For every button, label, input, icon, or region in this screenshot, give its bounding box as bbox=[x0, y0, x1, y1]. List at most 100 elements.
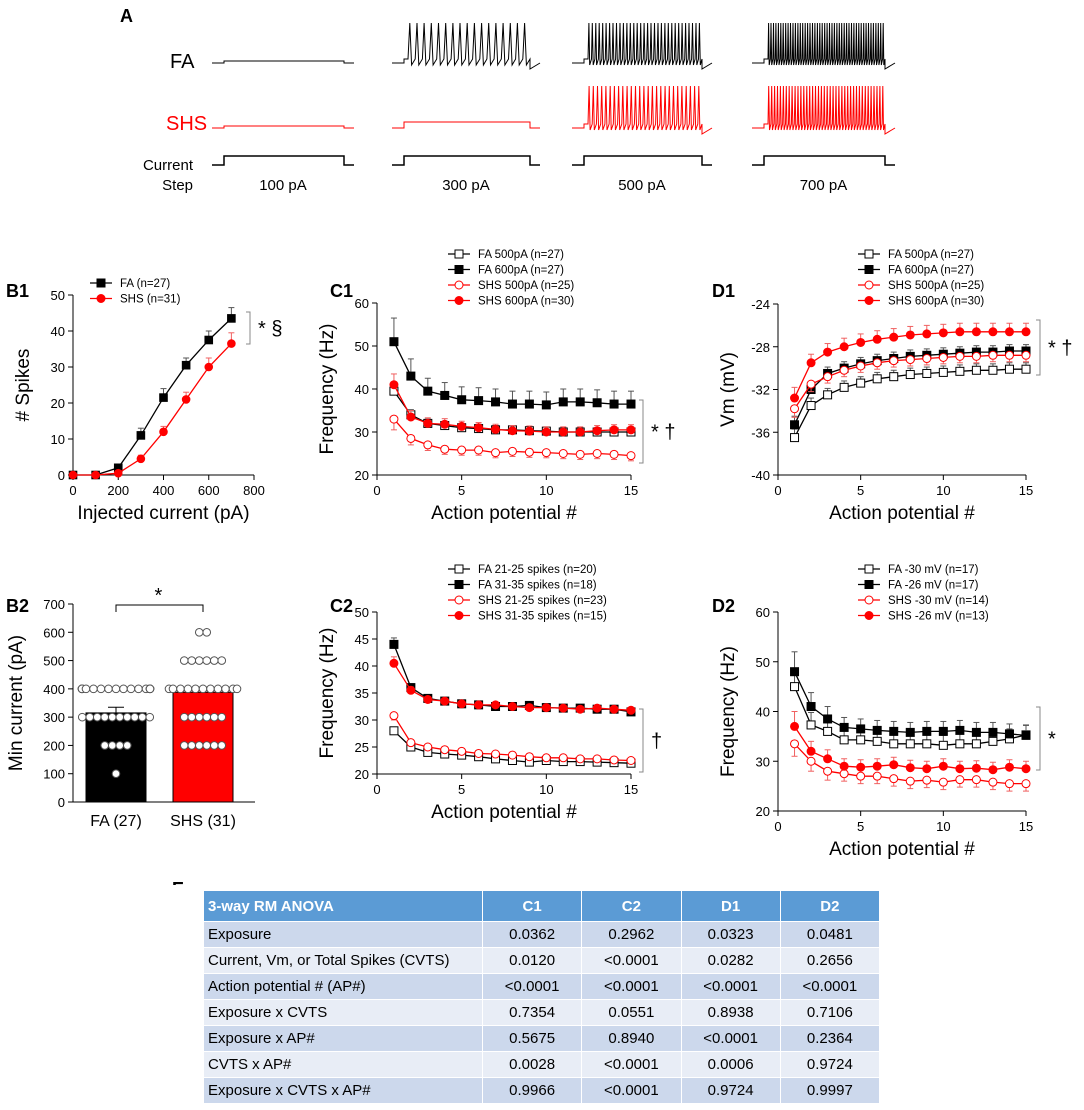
data-point bbox=[232, 684, 242, 694]
panel-label-D2: D2 bbox=[712, 596, 735, 616]
data-point bbox=[389, 711, 399, 721]
data-point bbox=[988, 777, 998, 787]
table-cell: 0.0282 bbox=[680, 947, 781, 974]
data-point bbox=[474, 396, 484, 406]
data-point bbox=[823, 754, 833, 764]
x-category-label: SHS (31) bbox=[170, 813, 236, 830]
data-point bbox=[389, 380, 399, 390]
significance-label: * § bbox=[258, 318, 282, 340]
table-row: CVTS x AP# 0.0028 <0.0001 0.0006 0.9724 bbox=[203, 1051, 881, 1078]
data-point bbox=[790, 404, 800, 414]
data-point bbox=[864, 249, 874, 259]
panel-label-B1: B1 bbox=[6, 281, 29, 301]
y-tick-label: -32 bbox=[751, 383, 770, 398]
legend: FA 21-25 spikes (n=20) FA 31-35 spikes (n… bbox=[448, 564, 607, 623]
data-point bbox=[113, 468, 123, 478]
data-point bbox=[217, 712, 227, 722]
data-point bbox=[872, 334, 882, 344]
data-point bbox=[217, 741, 227, 750]
data-point bbox=[823, 347, 833, 357]
data-point bbox=[217, 656, 227, 665]
data-point bbox=[406, 738, 416, 748]
panel-label-D1: D1 bbox=[712, 281, 735, 301]
data-point bbox=[856, 724, 866, 734]
data-point bbox=[454, 296, 464, 305]
x-tick-label: 0 bbox=[373, 483, 380, 498]
current-step-label: Current bbox=[143, 157, 194, 174]
y-tick-label: 300 bbox=[43, 710, 65, 725]
data-point bbox=[889, 372, 899, 382]
data-point bbox=[938, 352, 948, 362]
data-point bbox=[592, 703, 602, 713]
data-point bbox=[1004, 350, 1014, 360]
data-point bbox=[889, 356, 899, 366]
data-point bbox=[1021, 764, 1031, 774]
data-point bbox=[92, 712, 102, 722]
y-tick-label: 20 bbox=[355, 468, 369, 483]
y-axis-label: Frequency (Hz) bbox=[317, 324, 338, 455]
data-point bbox=[491, 749, 501, 759]
y-tick-label: 45 bbox=[355, 632, 369, 647]
data-point bbox=[198, 684, 208, 694]
data-point bbox=[423, 742, 433, 752]
legend-entry: FA 21-25 spikes (n=20) bbox=[478, 564, 597, 576]
data-point bbox=[905, 763, 915, 773]
data-point bbox=[872, 358, 882, 368]
data-point bbox=[806, 358, 816, 368]
data-point bbox=[823, 766, 833, 776]
data-point bbox=[213, 684, 223, 694]
data-point bbox=[626, 756, 636, 765]
data-point bbox=[191, 684, 200, 694]
legend-entry: FA -26 mV (n=17) bbox=[888, 580, 979, 592]
table-cell: <0.0001 bbox=[581, 1051, 682, 1078]
data-point bbox=[905, 370, 915, 380]
data-point bbox=[507, 446, 517, 456]
series-2 bbox=[790, 739, 1031, 792]
data-point bbox=[100, 712, 110, 722]
legend-entry: FA 600pA (n=27) bbox=[888, 265, 974, 277]
data-point bbox=[971, 763, 981, 773]
y-tick-label: 30 bbox=[355, 425, 369, 440]
data-point bbox=[872, 761, 882, 771]
data-point bbox=[626, 705, 636, 715]
data-point bbox=[971, 775, 981, 785]
significance-bracket bbox=[1036, 706, 1041, 771]
series-0 bbox=[790, 671, 1031, 750]
x-axis-label: Action potential # bbox=[829, 503, 975, 524]
trace-row-label-SHS: SHS bbox=[166, 113, 207, 135]
data-point bbox=[159, 427, 168, 437]
data-point bbox=[202, 656, 212, 665]
data-point bbox=[136, 431, 146, 440]
data-point bbox=[988, 765, 998, 775]
table-cell: 0.9997 bbox=[779, 1077, 881, 1104]
table-cell: 0.0362 bbox=[481, 921, 583, 948]
data-point bbox=[423, 440, 433, 450]
data-point bbox=[104, 684, 113, 694]
y-tick-label: 20 bbox=[756, 804, 770, 819]
data-point bbox=[126, 684, 136, 694]
y-tick-label: 20 bbox=[51, 396, 65, 411]
data-point bbox=[183, 684, 193, 694]
legend-entry: SHS 600pA (n=30) bbox=[888, 296, 984, 308]
data-point bbox=[491, 424, 501, 434]
data-point bbox=[938, 367, 948, 377]
data-point bbox=[454, 564, 464, 574]
table-header-cell: D2 bbox=[779, 890, 881, 922]
data-point bbox=[137, 712, 147, 722]
data-point bbox=[541, 427, 551, 437]
table-cell: 0.2656 bbox=[779, 947, 881, 974]
data-point bbox=[122, 741, 132, 750]
legend-entry: SHS 500pA (n=25) bbox=[478, 280, 574, 292]
data-point bbox=[81, 684, 91, 694]
y-tick-label: 500 bbox=[43, 654, 65, 669]
table-row-label: Exposure x CVTS bbox=[203, 999, 483, 1026]
data-point bbox=[905, 776, 915, 786]
data-point bbox=[806, 702, 816, 712]
trace-SHS-2 bbox=[572, 85, 713, 135]
data-point bbox=[457, 699, 467, 709]
y-tick-label: 10 bbox=[51, 432, 65, 447]
data-point bbox=[790, 667, 800, 677]
y-tick-label: 25 bbox=[355, 740, 369, 755]
data-point bbox=[457, 395, 467, 405]
data-point bbox=[988, 727, 998, 737]
